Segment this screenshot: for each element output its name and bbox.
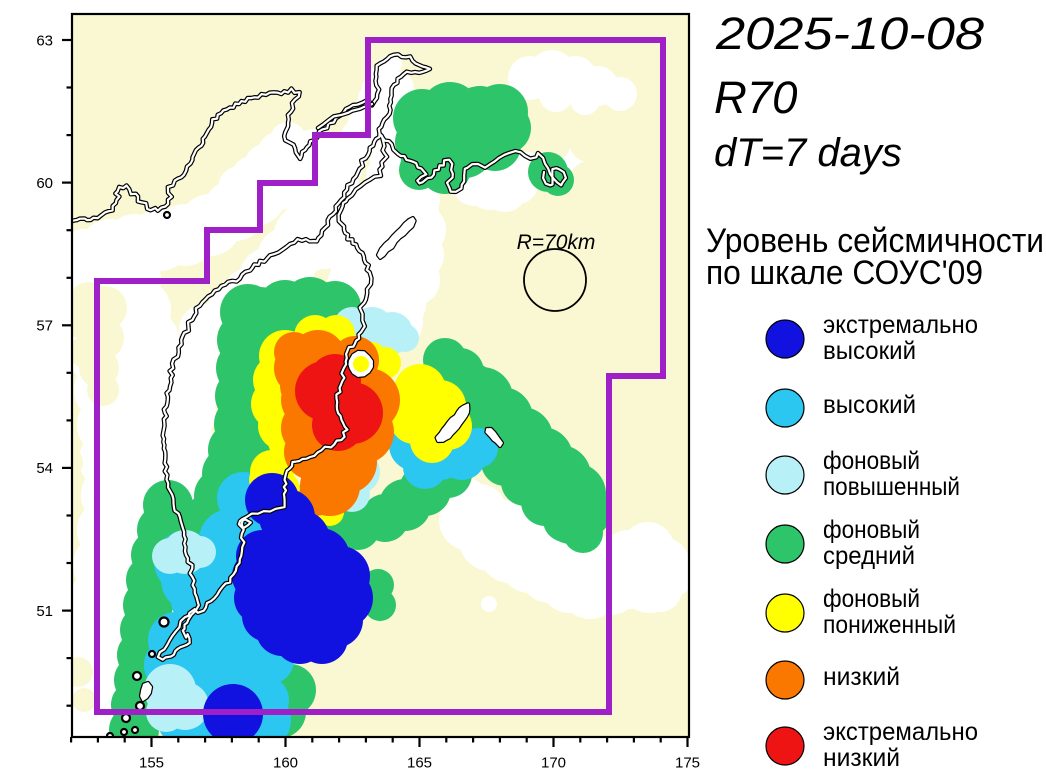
svg-text:Уровень сейсмичности: Уровень сейсмичности (706, 222, 1044, 260)
svg-text:фоновый: фоновый (823, 447, 920, 475)
svg-text:2025-10-08: 2025-10-08 (715, 8, 985, 59)
svg-text:160: 160 (273, 755, 298, 772)
svg-text:60: 60 (36, 175, 53, 192)
svg-text:155: 155 (139, 755, 164, 772)
svg-text:низкий: низкий (823, 744, 900, 772)
svg-text:57: 57 (36, 318, 53, 335)
svg-text:175: 175 (675, 755, 700, 772)
svg-text:пониженный: пониженный (823, 611, 956, 639)
svg-text:низкий: низкий (823, 663, 900, 691)
svg-text:R70: R70 (714, 72, 797, 123)
svg-text:фоновый: фоновый (823, 516, 920, 544)
svg-text:dT=7 days: dT=7 days (714, 131, 902, 175)
svg-text:165: 165 (407, 755, 432, 772)
svg-text:R=70km: R=70km (517, 231, 596, 254)
svg-text:высокий: высокий (823, 337, 916, 365)
svg-text:54: 54 (36, 460, 53, 477)
svg-text:высокий: высокий (823, 391, 916, 419)
svg-text:повышенный: повышенный (823, 473, 960, 501)
svg-text:экстремально: экстремально (823, 718, 978, 746)
svg-text:средний: средний (823, 542, 915, 570)
svg-text:170: 170 (541, 755, 566, 772)
svg-text:по шкале СОУС'09: по шкале СОУС'09 (706, 254, 983, 292)
svg-text:экстремально: экстремально (823, 311, 978, 339)
svg-text:51: 51 (36, 603, 53, 620)
svg-text:63: 63 (36, 32, 53, 49)
svg-text:фоновый: фоновый (823, 585, 920, 613)
